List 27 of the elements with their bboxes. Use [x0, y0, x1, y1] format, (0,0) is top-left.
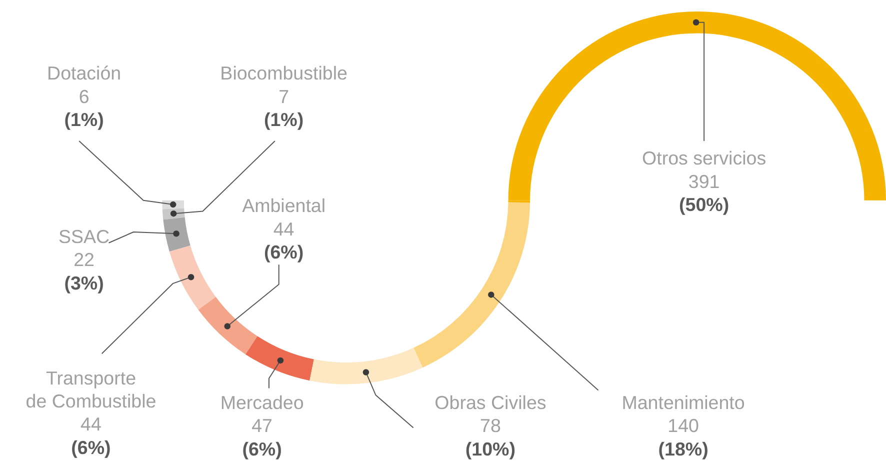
data-label: 44	[273, 218, 294, 240]
text: (10%)	[465, 438, 516, 460]
data-label: 47	[252, 415, 272, 436]
text: (6%)	[242, 438, 282, 460]
data-label: 78	[480, 415, 501, 436]
category-label: Dotación	[47, 62, 122, 84]
category-label: Transporte de Combustible	[26, 367, 156, 412]
category-label: SSAC	[58, 226, 110, 247]
category-label: Biocombustible	[220, 62, 348, 84]
text: (6%)	[264, 242, 304, 263]
category-label: Obras Civiles	[434, 392, 546, 413]
category-label: Otros servicios	[642, 148, 766, 169]
category-label: Mercadeo	[220, 392, 304, 413]
data-label: 140	[668, 415, 699, 436]
data-label: 391	[688, 170, 720, 192]
text: (18%)	[658, 438, 708, 460]
text: (6%)	[71, 436, 111, 458]
data-label: 7	[278, 86, 290, 107]
text: (3%)	[64, 272, 104, 294]
text: (1%)	[64, 109, 104, 130]
data-label: 22	[74, 249, 94, 270]
category-label: Mantenimiento	[622, 392, 745, 413]
text: (1%)	[264, 109, 304, 130]
text: (50%)	[679, 194, 730, 216]
data-label: 44	[80, 414, 102, 435]
category-label: Ambiental	[242, 195, 326, 216]
data-label: 6	[78, 86, 90, 107]
